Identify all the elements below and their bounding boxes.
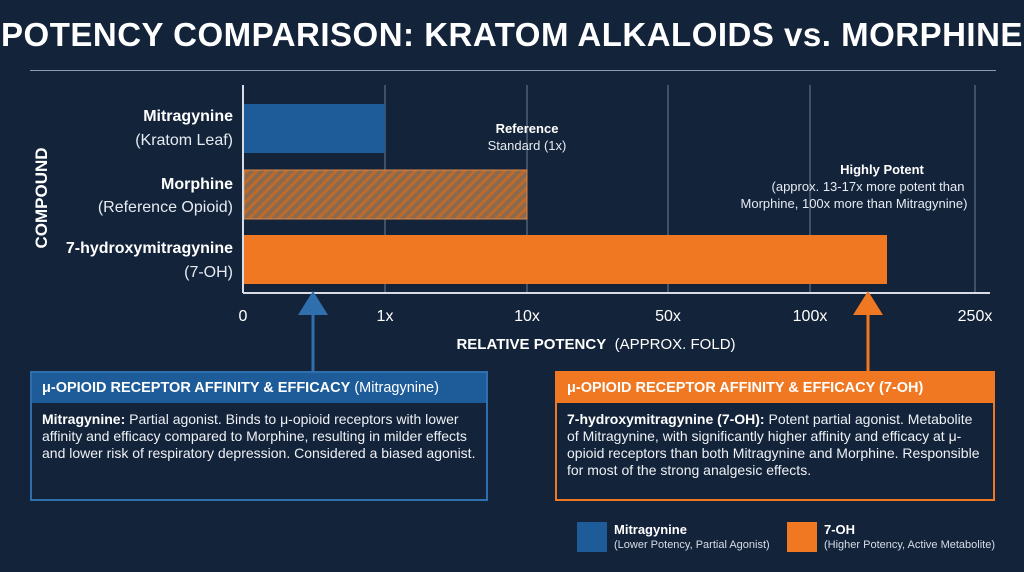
x-tick-label: 50x	[655, 308, 681, 325]
category-sublabel: (7-OH)	[184, 264, 233, 281]
mitragynine-info-header-rest: (Mitragynine)	[354, 380, 439, 396]
7-oh-info-box: μ-OPIOID RECEPTOR AFFINITY & EFFICACY (7…	[555, 371, 995, 501]
7-oh-info-body: 7-hydroxymitragynine (7-OH): Potent part…	[557, 403, 993, 479]
category-label: 7-hydroxymitragynine	[66, 240, 233, 257]
chart-title: POTENCY COMPARISON: KRATOM ALKALOIDS vs.…	[1, 16, 1023, 53]
x-tick-label: 100x	[793, 308, 828, 325]
7-oh-info-header: μ-OPIOID RECEPTOR AFFINITY & EFFICACY (7…	[557, 373, 993, 403]
x-axis-label-rest: (APPROX. FOLD)	[615, 336, 736, 353]
category-label: Morphine	[161, 176, 233, 193]
mitragynine-info-header: μ-OPIOID RECEPTOR AFFINITY & EFFICACY (M…	[32, 373, 486, 403]
category-sublabel: (Kratom Leaf)	[135, 132, 233, 149]
legend-swatch-blue	[577, 522, 607, 552]
category-sublabel: (Reference Opioid)	[98, 199, 233, 216]
mitragynine-info-body-text: Partial agonist. Binds to μ-opioid recep…	[42, 411, 476, 461]
annotation-potent-title: Highly Potent	[840, 162, 924, 177]
mitragynine-info-header-bold: μ-OPIOID RECEPTOR AFFINITY & EFFICACY	[42, 380, 351, 396]
category-label: Mitragynine	[143, 108, 233, 125]
legend-desc: (Lower Potency, Partial Agonist)	[614, 539, 770, 551]
legend-name: Mitragynine	[614, 522, 687, 537]
annotation-reference-text: Standard (1x)	[488, 138, 567, 153]
x-tick-label: 10x	[514, 308, 540, 325]
x-tick-label: 250x	[958, 308, 993, 325]
7-oh-info-body-text: Potent partial agonist. Metabolite of Mi…	[567, 411, 980, 478]
x-axis-label: RELATIVE POTENCY (APPROX. FOLD)	[456, 336, 735, 353]
mitragynine-info-body-bold: Mitragynine:	[42, 411, 126, 427]
legend-name: 7-OH	[824, 522, 856, 537]
title-divider	[30, 70, 996, 71]
bar-mitragynine	[244, 104, 385, 153]
arrow-7-oh	[853, 291, 883, 371]
x-tick-label: 1x	[377, 308, 394, 325]
mitragynine-info-box: μ-OPIOID RECEPTOR AFFINITY & EFFICACY (M…	[30, 371, 488, 501]
7-oh-info-body-bold: 7-hydroxymitragynine (7-OH):	[567, 411, 765, 427]
annotation-potent-line: (approx. 13-17x more potent than	[772, 179, 965, 194]
x-axis-label-bold: RELATIVE POTENCY	[456, 336, 606, 353]
mitragynine-info-body: Mitragynine: Partial agonist. Binds to μ…	[32, 403, 486, 462]
bar-morphine	[243, 169, 528, 220]
x-tick-label: 0	[239, 308, 248, 325]
annotation-potent-line: Morphine, 100x more than Mitragynine)	[741, 196, 968, 211]
annotation-reference-title: Reference	[496, 121, 559, 136]
legend-swatch-orange	[787, 522, 817, 552]
arrow-mitragynine	[298, 291, 328, 371]
legend-desc: (Higher Potency, Active Metabolite)	[824, 539, 995, 551]
bar-7-oh	[244, 235, 887, 284]
y-axis-label: COMPOUND	[32, 147, 51, 248]
